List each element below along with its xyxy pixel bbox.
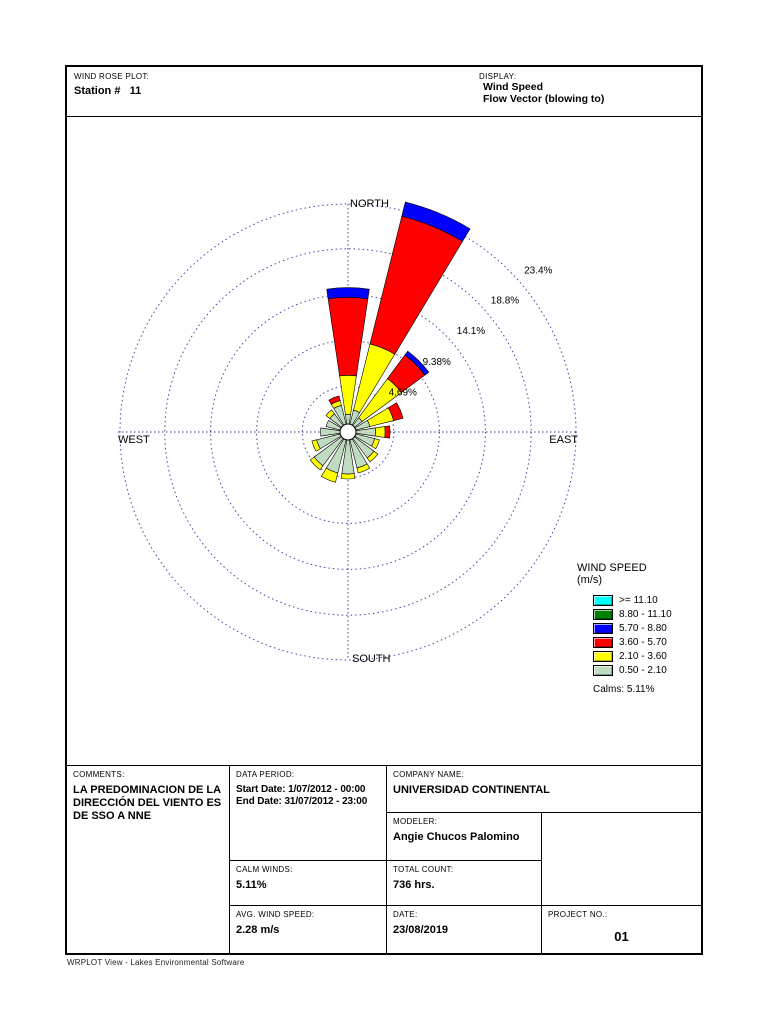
direction-label-east: EAST xyxy=(549,434,578,446)
wind-rose-petal-ne xyxy=(404,350,430,376)
modeler-label: MODELER: xyxy=(393,817,438,826)
calm-winds-label: CALM WINDS: xyxy=(236,865,293,874)
wind-speed-legend: WIND SPEED (m/s) >= 11.10 8.80 - 11.10 5.7… xyxy=(577,562,697,695)
date-cell: DATE: 23/08/2019 xyxy=(387,906,542,954)
display-wind-speed: Wind Speed xyxy=(483,81,543,93)
company-name-cell: COMPANY NAME: UNIVERSIDAD CONTINENTAL xyxy=(387,766,701,813)
legend-label: 0.50 - 2.10 xyxy=(619,665,667,676)
project-no-cell: PROJECT NO.: 01 xyxy=(542,906,701,954)
end-date: End Date: 31/07/2012 - 23:00 xyxy=(236,796,368,807)
avg-wind-speed-label: AVG. WIND SPEED: xyxy=(236,910,315,919)
wind-rose-petal-e xyxy=(374,426,386,438)
wind-rose-report-box: WIND ROSE PLOT: Station # 11 DISPLAY: Wi… xyxy=(65,65,703,955)
calm-winds-value: 5.11% xyxy=(236,879,267,891)
ring-percentage-label: 14.1% xyxy=(457,326,485,337)
station-number: Station # 11 xyxy=(74,85,142,97)
wind-rose-petal-nw xyxy=(325,409,335,419)
date-value: 23/08/2019 xyxy=(393,924,449,936)
direction-label-west: WEST xyxy=(118,434,150,446)
comments-label: COMMENTS: xyxy=(73,770,125,779)
total-count-cell: TOTAL COUNT: 736 hrs. xyxy=(387,861,542,906)
legend-item: >= 11.10 xyxy=(593,595,697,606)
modeler-value: Angie Chucos Palomino xyxy=(393,831,520,843)
legend-label: >= 11.10 xyxy=(619,595,658,606)
legend-items: >= 11.10 8.80 - 11.10 5.70 - 8.80 3.60 - 5.… xyxy=(577,595,697,676)
legend-label: 3.60 - 5.70 xyxy=(619,637,667,648)
legend-swatch xyxy=(593,595,613,606)
wind-rose-svg: 4.69% 9.38% 14.1% 18.8% 23.4% NORTH SOUTH WEST E… xyxy=(118,198,578,665)
legend-label: 5.70 - 8.80 xyxy=(619,623,667,634)
legend-title: WIND SPEED xyxy=(577,562,647,574)
legend-swatch xyxy=(593,665,613,676)
avg-wind-speed-cell: AVG. WIND SPEED: 2.28 m/s xyxy=(230,906,387,954)
empty-cell xyxy=(542,813,701,906)
wind-rose-petal-n xyxy=(327,297,369,377)
legend-item: 5.70 - 8.80 xyxy=(593,623,697,634)
report-header: WIND ROSE PLOT: Station # 11 DISPLAY: Wi… xyxy=(67,67,701,117)
report-info-table: COMMENTS: LA PREDOMINACION DE LA DIRECCI… xyxy=(67,765,701,954)
comments-cell: COMMENTS: LA PREDOMINACION DE LA DIRECCI… xyxy=(67,766,230,954)
legend-item: 0.50 - 2.10 xyxy=(593,665,697,676)
ring-percentage-label: 18.8% xyxy=(491,295,519,306)
legend-item: 2.10 - 3.60 xyxy=(593,651,697,662)
comments-text: LA PREDOMINACION DE LA DIRECCIÓN DEL VIE… xyxy=(73,784,222,822)
direction-label-south: SOUTH xyxy=(352,653,391,665)
legend-item: 8.80 - 11.10 xyxy=(593,609,697,620)
avg-wind-speed-value: 2.28 m/s xyxy=(236,924,280,936)
calms-center-circle xyxy=(339,423,357,441)
wind-rose-petal-nne xyxy=(369,215,463,355)
ring-percentage-label: 9.38% xyxy=(423,357,451,368)
modeler-cell: MODELER: Angie Chucos Palomino xyxy=(387,813,542,861)
ring-percentage-label: 23.4% xyxy=(524,265,552,276)
software-credit: WRPLOT View - Lakes Environmental Softwa… xyxy=(67,958,245,967)
polar-grid-ring xyxy=(119,203,577,661)
legend-item: 3.60 - 5.70 xyxy=(593,637,697,648)
wind-rose-plot-section: WIND ROSE PLOT: Station # 11 xyxy=(74,72,149,97)
wind-rose-petal-sw xyxy=(309,456,324,471)
display-label: DISPLAY: xyxy=(479,72,517,81)
start-date: Start Date: 1/07/2012 - 00:00 xyxy=(236,784,366,795)
display-flow-vector: Flow Vector (blowing to) xyxy=(483,93,605,105)
wind-rose-petal-nnw xyxy=(328,395,341,405)
data-period-label: DATA PERIOD: xyxy=(236,770,295,779)
legend-label: 2.10 - 3.60 xyxy=(619,651,667,662)
wind-rose-petal-n xyxy=(345,414,351,425)
legend-swatch xyxy=(593,609,613,620)
wind-rose-petal-e xyxy=(384,425,391,439)
company-name-value: UNIVERSIDAD CONTINENTAL xyxy=(393,784,550,796)
project-no-label: PROJECT NO.: xyxy=(548,910,608,919)
data-period-cell: DATA PERIOD: Start Date: 1/07/2012 - 00:… xyxy=(230,766,387,861)
wind-rose-plot-label: WIND ROSE PLOT: xyxy=(74,72,150,81)
legend-label: 8.80 - 11.10 xyxy=(619,609,672,620)
wind-rose-petal-se xyxy=(366,450,379,463)
ring-percentage-label: 4.69% xyxy=(389,387,417,398)
calm-winds-cell: CALM WINDS: 5.11% xyxy=(230,861,387,906)
polar-grid-ring xyxy=(301,385,395,479)
wind-rose-petal-nne xyxy=(401,201,471,242)
wind-rose-petal-wsw xyxy=(311,439,321,452)
legend-units: (m/s) xyxy=(577,574,603,586)
wind-rose-petal-s xyxy=(340,473,356,480)
wind-rose-plot-area: 4.69% 9.38% 14.1% 18.8% 23.4% NORTH SOUTH WEST E… xyxy=(67,117,701,765)
total-count-label: TOTAL COUNT: xyxy=(393,865,454,874)
calms-label: Calms: 5.11% xyxy=(593,684,655,695)
wind-rose-petal-ssw xyxy=(320,467,339,483)
date-label: DATE: xyxy=(393,910,418,919)
legend-swatch xyxy=(593,623,613,634)
polar-grid-ring xyxy=(210,294,486,570)
direction-label-north: NORTH xyxy=(350,198,389,210)
wind-rose-petal-n xyxy=(326,287,370,300)
legend-swatch xyxy=(593,651,613,662)
company-name-label: COMPANY NAME: xyxy=(393,770,465,779)
total-count-value: 736 hrs. xyxy=(393,879,435,891)
wind-rose-petal-ese xyxy=(371,438,380,450)
project-no-value: 01 xyxy=(614,929,629,944)
legend-swatch xyxy=(593,637,613,648)
display-section: DISPLAY: Wind Speed Flow Vector (blowing… xyxy=(479,72,604,105)
wind-rose-petal-sse xyxy=(356,463,371,474)
wind-rose-petal-ene xyxy=(387,402,404,421)
